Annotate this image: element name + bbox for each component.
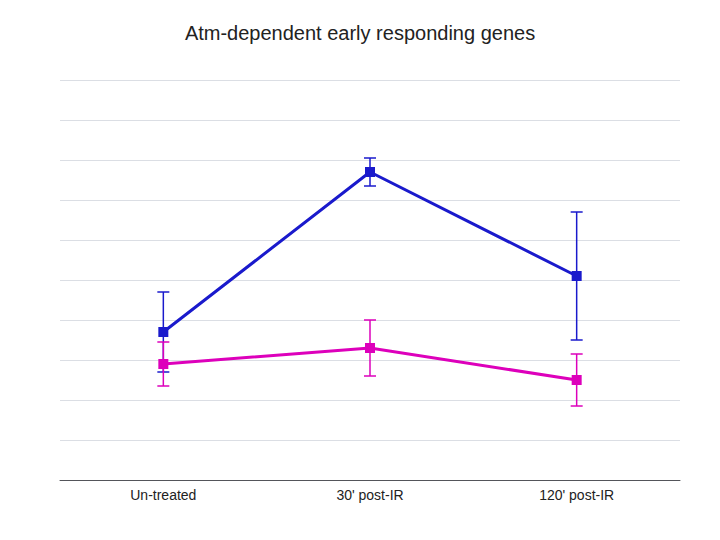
svg-text:Atm-dependent early responding: Atm-dependent early responding genes bbox=[185, 22, 535, 44]
svg-text:30' post-IR: 30' post-IR bbox=[336, 487, 403, 503]
svg-text:120' post-IR: 120' post-IR bbox=[539, 487, 614, 503]
svg-text:Un-treated: Un-treated bbox=[130, 487, 196, 503]
